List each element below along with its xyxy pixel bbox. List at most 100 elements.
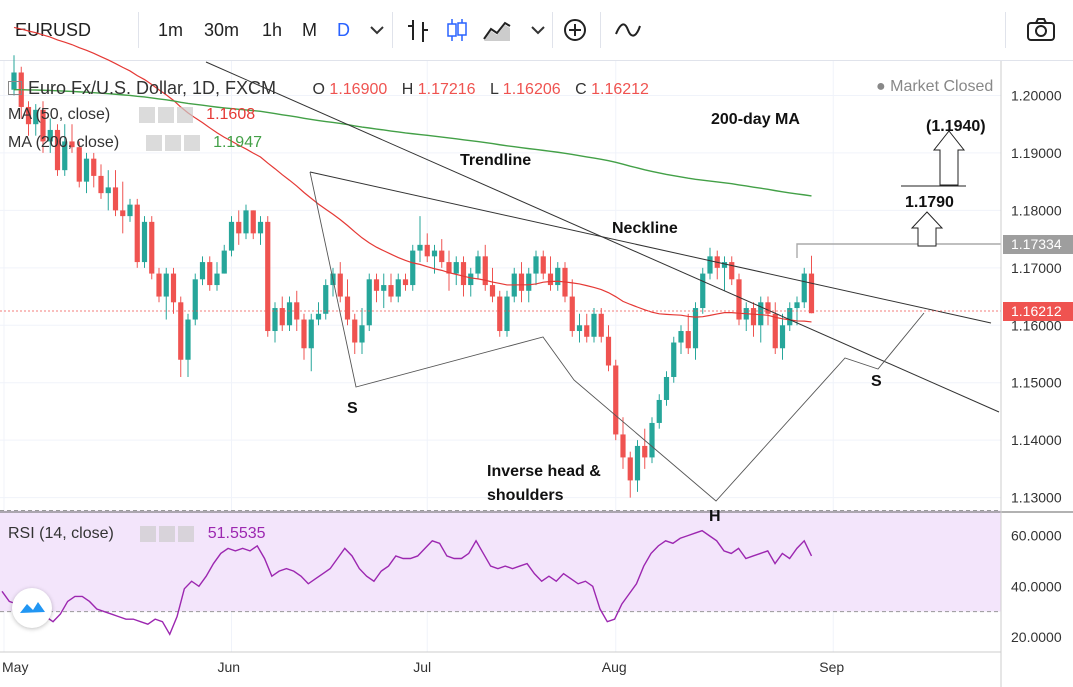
close-icon[interactable] xyxy=(178,525,195,542)
price-axis[interactable]: 1.20000 1.19000 1.18000 1.17000 1.16000 1.150… xyxy=(1011,87,1062,505)
head-label: H xyxy=(709,508,721,525)
ma200-legend-value: 1.1947 xyxy=(213,134,262,152)
candle-body xyxy=(352,319,358,343)
candle-body xyxy=(591,313,597,337)
candle-body xyxy=(315,313,322,320)
rsi-legend[interactable]: RSI (14, close) 51.5535 xyxy=(8,525,266,543)
interval-1m[interactable]: 1m xyxy=(158,20,184,40)
area-icon[interactable] xyxy=(481,14,513,46)
candle-body xyxy=(149,221,155,274)
pattern-outline xyxy=(309,171,925,502)
ohlc-high: H 1.17216 xyxy=(401,81,476,98)
ma50-line xyxy=(13,26,812,323)
price-tick-label: 1.13000 xyxy=(1011,490,1062,506)
neckline[interactable] xyxy=(309,171,992,324)
indicators-icon[interactable] xyxy=(612,14,644,46)
candle-body xyxy=(620,434,626,458)
candle-body xyxy=(76,147,82,182)
eye-icon[interactable] xyxy=(140,525,157,542)
candle-body xyxy=(47,129,53,142)
candle-body xyxy=(692,308,699,349)
collapse-legend-icon[interactable] xyxy=(8,81,22,95)
candle-body xyxy=(344,296,351,320)
main-legend[interactable]: Euro Fx/U.S. Dollar, 1D, FXCM O 1.16900 … xyxy=(8,78,649,99)
time-tick-label: Aug xyxy=(602,659,627,675)
rsi-tick-label: 60.0000 xyxy=(1011,528,1062,544)
last-price-tag: 1.16212 xyxy=(1003,302,1073,321)
close-icon[interactable] xyxy=(176,106,193,123)
candle-body xyxy=(801,273,807,303)
top-toolbar: EURUSD 1m 30m 1h M D xyxy=(0,0,1073,61)
eye-icon[interactable] xyxy=(145,134,162,151)
candle-body xyxy=(192,279,198,320)
symbol-search[interactable]: EURUSD xyxy=(15,20,92,40)
close-icon[interactable] xyxy=(183,134,200,151)
target-2-label: (1.1940) xyxy=(926,118,986,135)
camera-icon[interactable] xyxy=(1025,14,1057,46)
candle-body xyxy=(112,187,119,211)
toolbar-divider xyxy=(392,12,393,48)
candle-body xyxy=(489,285,496,297)
gear-icon[interactable] xyxy=(159,525,176,542)
gear-icon[interactable] xyxy=(164,134,181,151)
candle-body xyxy=(83,158,90,182)
candle-body xyxy=(250,210,256,234)
pattern-label-2: shoulders xyxy=(487,487,564,504)
add-compare-icon[interactable] xyxy=(559,14,591,46)
rsi-controls[interactable] xyxy=(140,525,197,543)
neckline-label: Neckline xyxy=(612,220,678,237)
ma200-controls[interactable] xyxy=(145,134,203,152)
time-tick-label: Sep xyxy=(819,659,844,675)
candle-body xyxy=(576,325,583,332)
high-marker-line xyxy=(796,243,1001,258)
ohlc-close: C 1.16212 xyxy=(575,81,649,98)
candle-body xyxy=(120,210,126,217)
price-tick-label: 1.20000 xyxy=(1011,87,1062,103)
candle-body xyxy=(758,302,764,326)
toolbar-divider xyxy=(552,12,553,48)
candle-body xyxy=(504,296,510,332)
tradingview-logo[interactable] xyxy=(12,588,52,628)
rsi-axis[interactable]: 60.0000 40.0000 20.0000 xyxy=(1011,528,1062,645)
time-tick-label: Jun xyxy=(218,659,241,675)
eye-icon[interactable] xyxy=(138,106,155,123)
candle-body xyxy=(721,262,728,268)
candle-body xyxy=(286,302,293,326)
rsi-tick-label: 40.0000 xyxy=(1011,578,1062,594)
candle-body xyxy=(772,313,778,349)
chevron-down-icon[interactable] xyxy=(361,14,393,46)
candle-body xyxy=(779,325,786,349)
bar-style-icon[interactable] xyxy=(402,14,434,46)
candles-icon[interactable] xyxy=(441,14,473,46)
ma200-legend[interactable]: MA (200, close) 1.1947 xyxy=(8,134,262,152)
candle-body xyxy=(105,187,111,194)
interval-1h[interactable]: 1h xyxy=(262,20,283,40)
candle-body xyxy=(243,210,249,234)
candle-body xyxy=(156,273,162,297)
candle-body xyxy=(185,319,191,360)
candle-body xyxy=(707,256,713,274)
candle-body xyxy=(475,256,481,274)
candle-body xyxy=(127,204,133,217)
logo-icon xyxy=(20,602,45,613)
chevron-down-icon[interactable] xyxy=(522,14,554,46)
gear-icon[interactable] xyxy=(157,106,174,123)
trendline-label: Trendline xyxy=(460,152,531,169)
interval-30m[interactable]: 30m xyxy=(204,20,240,40)
candle-body xyxy=(468,273,474,286)
interval-month[interactable]: M xyxy=(302,20,317,40)
candle-body xyxy=(685,331,691,349)
up-arrow-icon xyxy=(932,130,966,186)
time-axis[interactable]: May Jun Jul Aug Sep xyxy=(2,659,844,675)
candle-body xyxy=(671,342,677,377)
candle-body xyxy=(417,244,423,251)
candle-body xyxy=(569,296,575,332)
candle-body xyxy=(228,221,235,251)
candle-body xyxy=(25,106,32,125)
interval-day[interactable]: D xyxy=(337,20,350,40)
candle-body xyxy=(787,308,793,326)
candle-body xyxy=(178,302,184,360)
ma50-legend-label: MA (50, close) xyxy=(8,106,111,124)
ma50-controls[interactable] xyxy=(138,106,196,124)
ma50-legend[interactable]: MA (50, close) 1.1608 xyxy=(8,106,255,124)
